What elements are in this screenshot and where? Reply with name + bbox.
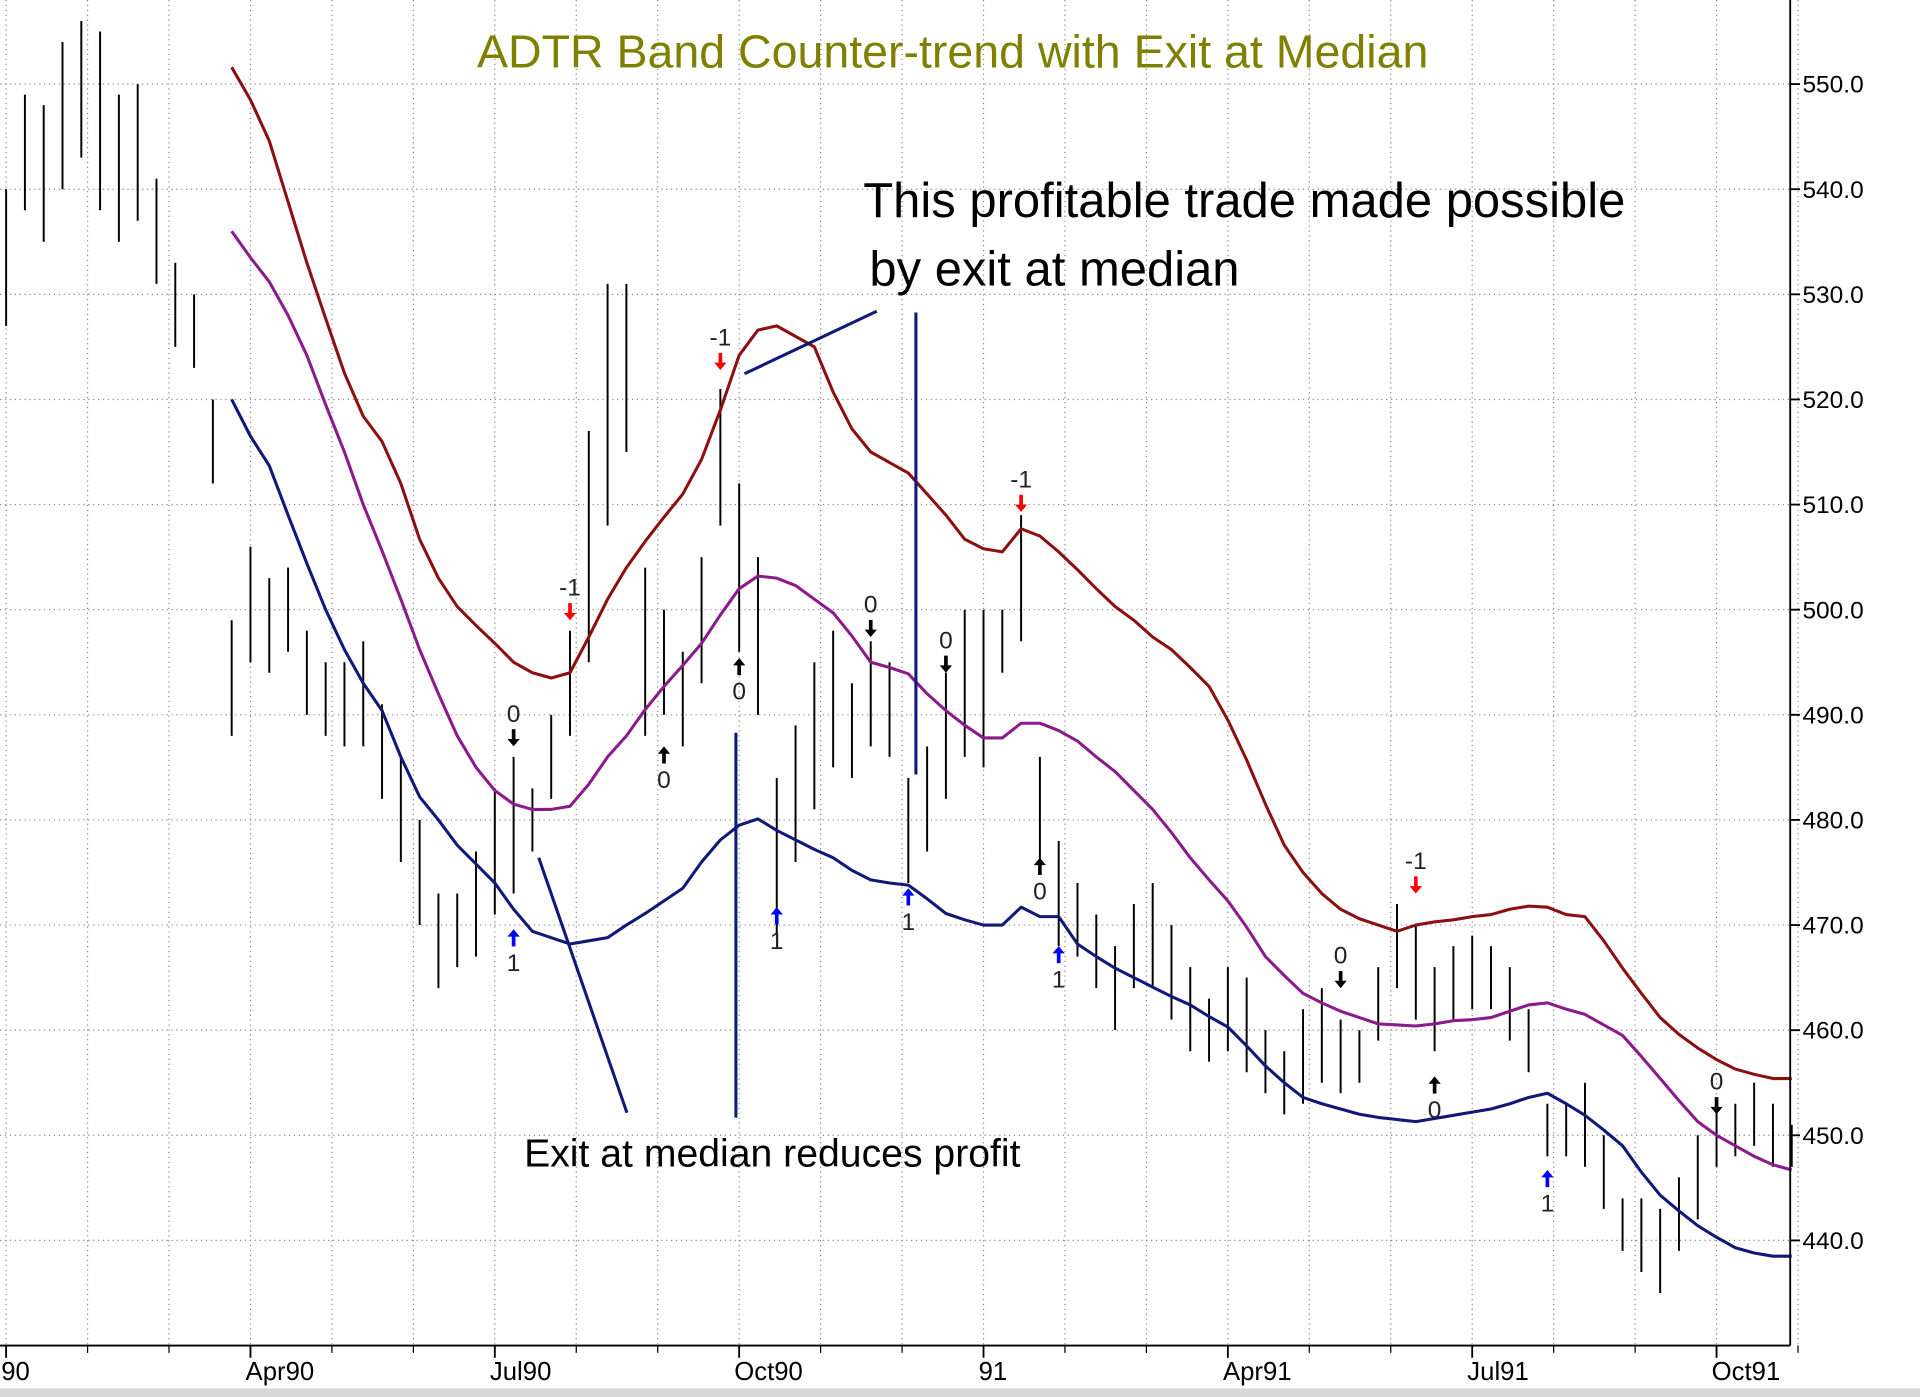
annotation: by exit at median <box>869 243 1239 297</box>
signal-label: 1 <box>770 928 784 955</box>
signal-label: 1 <box>1052 967 1066 994</box>
signal-arrow-head <box>770 907 783 915</box>
signal-arrow-head <box>1014 504 1028 512</box>
signal-label: 1 <box>902 909 916 936</box>
signal-label: -1 <box>1010 466 1032 493</box>
trend-line <box>537 857 629 1114</box>
y-tick-label: 480.0 <box>1802 808 1863 835</box>
signal-arrow-head <box>657 746 671 754</box>
y-tick-label: 540.0 <box>1802 177 1863 204</box>
y-tick-label: 460.0 <box>1802 1018 1863 1045</box>
signal-label: 0 <box>939 627 953 654</box>
annotation: This profitable trade made possible <box>863 174 1625 228</box>
signal-label: 0 <box>507 701 521 728</box>
signal-arrow-head <box>939 665 953 673</box>
x-tick-label: Apr90 <box>246 1358 315 1386</box>
signal-label: 0 <box>1428 1097 1442 1124</box>
trend-line <box>743 309 878 376</box>
signal-arrow-head <box>1409 886 1422 894</box>
signal-arrow-head <box>902 888 915 896</box>
y-tick-label: 550.0 <box>1802 72 1863 99</box>
signal-label: 1 <box>1541 1191 1555 1218</box>
signal-arrow-head <box>507 929 520 937</box>
x-tick-label: 90 <box>1 1358 30 1386</box>
signal-label: 0 <box>732 679 746 706</box>
y-tick-label: 470.0 <box>1802 913 1863 940</box>
signal-arrow-head <box>864 629 877 638</box>
signal-label: 0 <box>1710 1069 1724 1096</box>
signal-arrow-head <box>1334 980 1347 989</box>
hand-drawn-lines <box>537 309 918 1118</box>
plot: 1 0 -1 0 -1 0 1 0 1 0 -1 0 1 0 -1 0 1 0 <box>5 21 1793 1293</box>
band-line <box>230 230 1793 1172</box>
x-tick-label: Oct91 <box>1712 1358 1781 1386</box>
chart-title: ADTR Band Counter-trend with Exit at Med… <box>477 25 1428 77</box>
signal-arrow-head <box>1428 1076 1441 1084</box>
signal-label: 0 <box>1334 943 1348 970</box>
signal-arrow-head <box>733 658 746 666</box>
signal-arrow-head <box>1710 1106 1723 1115</box>
x-tick-label: Jul90 <box>490 1358 551 1386</box>
signal-arrow-head <box>1541 1169 1554 1178</box>
y-tick-label: 490.0 <box>1802 702 1863 729</box>
signal-label: 0 <box>1033 878 1047 905</box>
x-tick-label: Apr91 <box>1223 1358 1292 1386</box>
x-tick-label: Oct90 <box>734 1358 803 1386</box>
signal-arrow-head <box>507 738 520 747</box>
band-line <box>230 66 1792 1081</box>
signal-arrow-head <box>714 362 727 371</box>
signal-label: 1 <box>507 950 521 977</box>
x-tick-label: Jul91 <box>1467 1358 1528 1386</box>
y-tick-label: 520.0 <box>1802 387 1863 414</box>
signal-label: -1 <box>709 325 731 352</box>
signal-label: -1 <box>559 575 581 602</box>
y-tick-label: 510.0 <box>1802 492 1863 519</box>
band-line <box>230 398 1792 1258</box>
scrollbar-strip <box>0 1388 1920 1397</box>
x-tick-label: 91 <box>979 1358 1008 1386</box>
signal-label: 0 <box>864 592 878 619</box>
y-tick-label: 450.0 <box>1802 1123 1863 1150</box>
signal-label: 0 <box>657 767 671 794</box>
y-tick-label: 500.0 <box>1802 597 1863 624</box>
signal-arrow-head <box>1033 857 1047 866</box>
signal-arrow-head <box>1052 946 1065 954</box>
annotation: Exit at median reduces profit <box>524 1133 1021 1176</box>
signal-arrow-head <box>563 612 577 621</box>
y-tick-label: 530.0 <box>1802 282 1863 309</box>
y-tick-label: 440.0 <box>1802 1228 1863 1255</box>
signal-label: -1 <box>1405 848 1427 875</box>
